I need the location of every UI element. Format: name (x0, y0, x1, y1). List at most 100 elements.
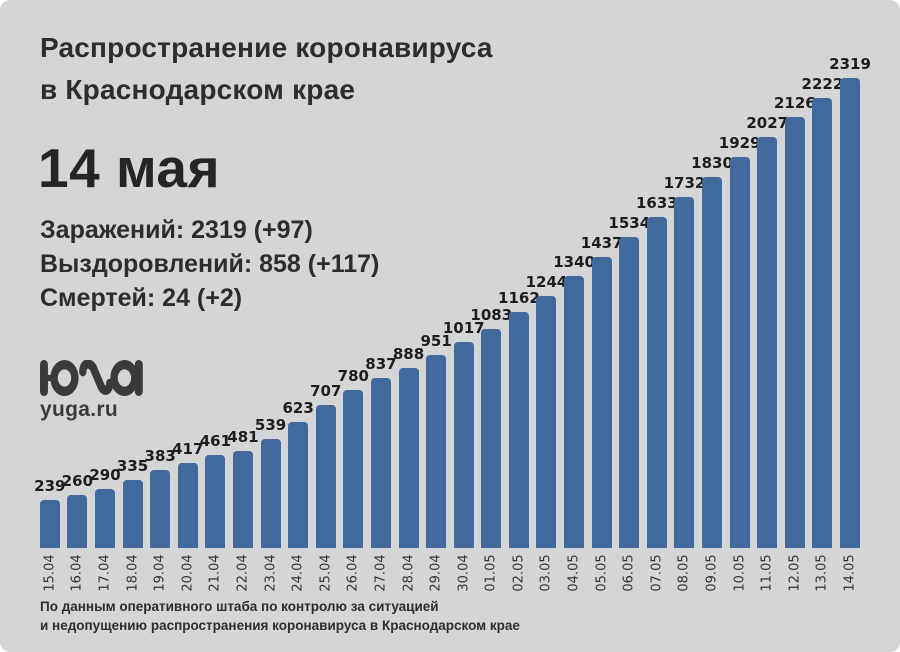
bar (508, 312, 529, 548)
bar-value-label: 2222 (801, 75, 844, 93)
x-axis-tick-label: 10.05 (732, 554, 748, 592)
bar (232, 451, 253, 548)
bar-column: 383 (145, 78, 176, 548)
x-axis-tick: 09.05 (698, 551, 726, 595)
bar-value-label: 623 (282, 399, 314, 417)
bar-value-label: 780 (337, 367, 369, 385)
date-heading: 14 мая (38, 137, 221, 199)
bar-value-label: 239 (34, 477, 66, 495)
x-axis-tick-label: 24.04 (290, 554, 306, 592)
bar (177, 463, 198, 548)
bar-value-label: 1340 (553, 253, 595, 271)
stat-recoveries: Выздоровлений: 858 (+117) (40, 250, 380, 278)
x-axis-tick-label: 05.05 (594, 554, 610, 592)
bar-value-label: 539 (254, 416, 287, 434)
bar (150, 470, 171, 548)
bar-column: 1929 (719, 78, 761, 548)
bar-value-label: 1162 (498, 289, 540, 307)
bar (39, 500, 60, 548)
x-axis-tick: 17.04 (91, 551, 119, 595)
bar (840, 78, 861, 548)
x-axis-tick: 08.05 (671, 551, 699, 595)
x-axis-tick: 28.04 (395, 551, 423, 595)
x-axis-tick-label: 28.04 (401, 554, 417, 592)
bar-column: 290 (89, 78, 121, 548)
bar-column: 1017 (443, 78, 485, 548)
bar (288, 422, 309, 548)
bar (757, 137, 778, 548)
bar (536, 296, 557, 548)
x-axis-tick-label: 02.05 (511, 554, 527, 592)
x-axis-tick-label: 26.04 (345, 554, 361, 592)
x-axis-tick: 20.04 (174, 551, 202, 595)
x-axis-tick: 14.05 (836, 551, 864, 595)
bar (702, 177, 723, 548)
x-axis-tick: 24.04 (284, 551, 312, 595)
x-axis-tick: 07.05 (643, 551, 671, 595)
bar-value-label: 2319 (829, 55, 871, 73)
bar-column: 260 (61, 78, 94, 548)
bar (729, 157, 750, 548)
bar-column: 2319 (829, 55, 871, 548)
x-axis-tick-label: 18.04 (125, 554, 141, 592)
bar (398, 368, 419, 548)
bar (426, 355, 447, 548)
x-axis-tick: 12.05 (781, 551, 809, 595)
x-axis-tick-label: 23.04 (263, 554, 279, 592)
bar (619, 237, 640, 548)
bar-column: 1732 (664, 78, 705, 548)
x-axis-tick: 23.04 (257, 551, 285, 595)
bar-value-label: 461 (199, 432, 232, 450)
x-axis-tick: 03.05 (533, 551, 561, 595)
x-axis-tick: 15.04 (36, 551, 64, 595)
bar-column: 1340 (553, 78, 595, 548)
bar-column: 2027 (746, 78, 788, 548)
bar-value-label: 1633 (635, 194, 678, 212)
x-axis-tick-label: 27.04 (373, 554, 389, 592)
stats-block: Заражений: 2319 (+97) Выздоровлений: 858… (40, 213, 379, 315)
bar-value-label: 1083 (470, 306, 513, 324)
bar-value-label: 2126 (773, 94, 816, 112)
x-axis-labels: 15.04 16.04 17.04 18.04 19.04 20.04 21.04 22.04… (36, 551, 864, 595)
bar-column: 1437 (581, 78, 623, 548)
bar (646, 217, 667, 548)
x-axis-tick: 21.04 (202, 551, 230, 595)
bar (315, 405, 336, 548)
bar-value-label: 1732 (663, 174, 706, 192)
x-axis-tick: 01.05 (478, 551, 506, 595)
bar-value-label: 1534 (608, 214, 651, 232)
bar-column: 888 (392, 78, 425, 548)
x-axis-tick: 06.05 (615, 551, 643, 595)
bar (674, 197, 695, 548)
bar-value-label: 260 (61, 472, 94, 490)
bar-column: 951 (420, 78, 452, 548)
bar (343, 390, 364, 548)
x-axis-tick-label: 17.04 (97, 554, 113, 592)
bar (481, 329, 502, 548)
bar (564, 276, 585, 548)
x-axis-tick: 13.05 (809, 551, 837, 595)
bar-column: 461 (199, 78, 232, 548)
bar-value-label: 1244 (525, 273, 568, 291)
bar-value-label: 481 (227, 428, 259, 446)
bar-value-label: 2027 (746, 114, 789, 132)
bar-value-label: 335 (116, 457, 149, 475)
x-axis-tick-label: 19.04 (152, 554, 168, 592)
bar-value-label: 837 (365, 355, 397, 373)
x-axis-tick-label: 21.04 (207, 554, 223, 592)
bar-value-label: 707 (310, 382, 342, 400)
title-line-2: в Краснодарском крае (40, 74, 356, 105)
x-axis-tick-label: 09.05 (704, 554, 720, 592)
x-axis-tick: 19.04 (146, 551, 174, 595)
title-line-1: Распространение коронавируса (40, 32, 493, 63)
page-title: Распространение коронавируса в Краснодар… (40, 27, 493, 111)
x-axis-tick-label: 15.04 (42, 554, 58, 592)
x-axis-tick: 10.05 (726, 551, 754, 595)
x-axis-tick: 26.04 (340, 551, 368, 595)
bar (370, 378, 391, 548)
bar (591, 257, 612, 548)
x-axis-tick: 18.04 (119, 551, 147, 595)
bar-column: 1083 (470, 78, 512, 548)
bar-value-label: 888 (392, 345, 425, 363)
